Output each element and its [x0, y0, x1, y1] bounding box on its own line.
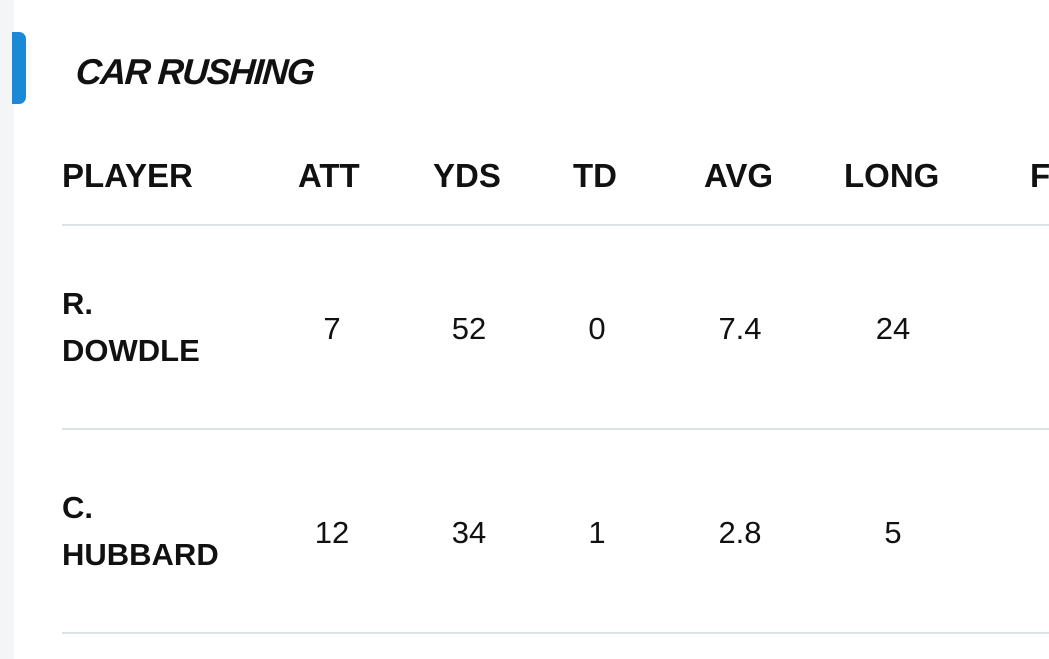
section-accent-bar	[12, 32, 26, 104]
player-name-cell[interactable]: R. DOWDLE	[62, 280, 282, 374]
column-header-att[interactable]: ATT	[298, 157, 360, 194]
row-divider	[62, 632, 1049, 634]
row-divider	[62, 428, 1049, 430]
column-header-player[interactable]: PLAYER	[62, 157, 193, 194]
td-cell: 1	[588, 515, 606, 550]
long-cell: 5	[884, 515, 902, 550]
player-surname: DOWDLE	[62, 333, 200, 368]
long-cell: 24	[875, 311, 911, 346]
left-rail	[0, 0, 14, 659]
player-initial: C.	[62, 490, 93, 525]
avg-cell: 2.8	[718, 515, 762, 550]
att-cell: 7	[323, 311, 341, 346]
row-divider	[62, 224, 1049, 226]
column-header-long[interactable]: LONG	[844, 157, 940, 194]
td-cell: 0	[588, 311, 606, 346]
yds-cell: 34	[451, 515, 487, 550]
yds-cell: 52	[451, 311, 487, 346]
section-title: CAR RUSHING	[74, 51, 315, 92]
column-header-yds[interactable]: YDS	[433, 157, 501, 194]
player-name-cell[interactable]: C. HUBBARD	[62, 484, 282, 578]
column-header-td[interactable]: TD	[573, 157, 617, 194]
player-initial: R.	[62, 286, 93, 321]
column-header-avg[interactable]: AVG	[704, 157, 774, 194]
column-header-f-partial[interactable]: F	[1030, 157, 1049, 194]
att-cell: 12	[314, 515, 350, 550]
avg-cell: 7.4	[718, 311, 762, 346]
player-surname: HUBBARD	[62, 537, 219, 572]
